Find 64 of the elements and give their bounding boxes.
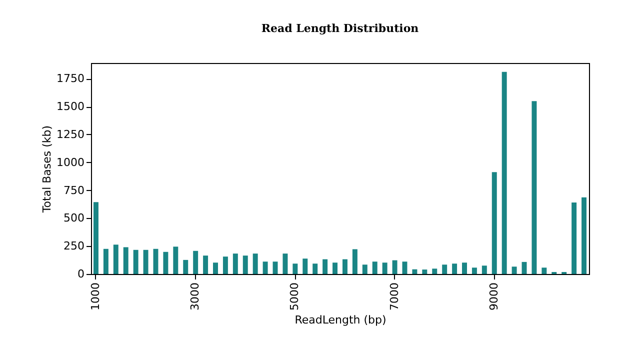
bar: [262, 262, 268, 274]
bar: [103, 248, 108, 274]
bar: [342, 259, 348, 274]
y-axis-title: Total Bases (kb): [40, 125, 54, 214]
bar: [153, 248, 158, 274]
bar: [163, 252, 168, 274]
y-tick-label: 0: [78, 268, 84, 280]
bar: [312, 264, 318, 274]
bar: [572, 202, 577, 274]
bar: [93, 202, 98, 274]
bar: [472, 268, 477, 274]
bar: [382, 262, 388, 274]
bar: [252, 254, 258, 274]
bar: [422, 270, 428, 274]
bar: [412, 269, 418, 274]
bar: [203, 256, 208, 274]
chart-title: Read Length Distribution: [261, 22, 419, 35]
bar: [282, 254, 288, 274]
y-tick-label: 1750: [56, 72, 84, 86]
bar: [143, 250, 148, 274]
bar: [213, 262, 218, 274]
bar: [322, 259, 328, 274]
bar: [352, 249, 358, 274]
bar: [452, 264, 458, 274]
bar: [432, 268, 438, 274]
bar: [222, 256, 228, 274]
y-tick-label: 250: [64, 240, 84, 253]
bar: [332, 262, 338, 274]
bar: [392, 260, 398, 274]
x-tick-label: 9000: [487, 282, 500, 310]
bar: [532, 101, 537, 274]
bar: [462, 262, 467, 274]
y-tick-label: 500: [64, 212, 84, 225]
x-tick-label: 5000: [288, 282, 302, 310]
x-tick-label: 7000: [388, 282, 401, 310]
bar: [232, 254, 238, 274]
bar: [492, 172, 497, 274]
bar: [193, 250, 198, 274]
bar: [402, 262, 408, 274]
bar: [442, 264, 448, 274]
x-tick-label: 1000: [88, 282, 102, 310]
bar: [133, 250, 138, 274]
bar: [292, 264, 298, 274]
x-tick-label: 3000: [188, 282, 202, 310]
bar: [542, 268, 547, 274]
bar: [512, 266, 517, 274]
bar: [502, 72, 507, 274]
bar: [302, 258, 308, 274]
bar: [482, 266, 487, 274]
bar: [113, 244, 118, 274]
bar: [123, 247, 128, 274]
bar: [372, 262, 378, 274]
bar: [272, 262, 278, 274]
x-axis-title: ReadLength (bp): [294, 313, 386, 326]
y-tick-label: 750: [64, 184, 84, 197]
bar: [522, 262, 527, 274]
bar: [173, 246, 178, 274]
y-tick-label: 1000: [56, 156, 84, 169]
bar: [362, 264, 368, 274]
y-tick-label: 1250: [56, 128, 84, 141]
bar: [582, 197, 587, 274]
bar: [242, 256, 248, 274]
bar: [183, 260, 188, 274]
y-tick-label: 1500: [56, 100, 84, 114]
